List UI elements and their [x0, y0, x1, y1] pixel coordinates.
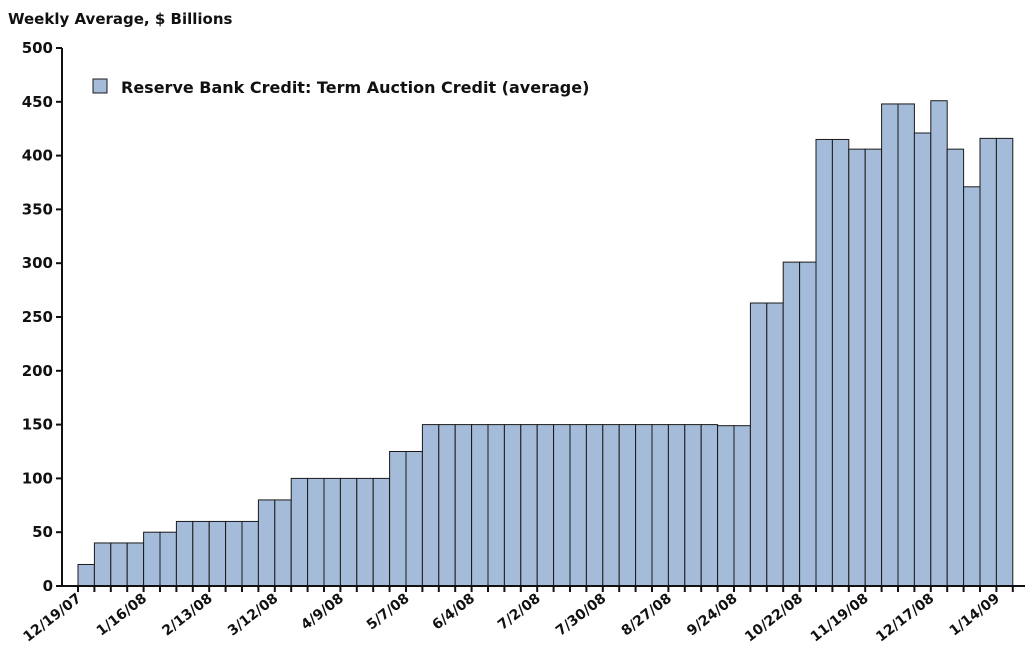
y-tick-label: 400	[22, 147, 53, 165]
legend-swatch	[92, 78, 108, 94]
bar	[585, 424, 604, 587]
x-tick-label: 7/2/08	[495, 591, 544, 634]
bar	[257, 499, 276, 587]
x-tick-label: 5/7/08	[364, 591, 413, 634]
bar	[864, 148, 883, 587]
bar	[831, 138, 850, 587]
y-tick-label: 50	[32, 523, 53, 541]
bar	[930, 100, 948, 587]
bar	[356, 477, 374, 587]
y-tick-label: 100	[22, 469, 53, 487]
bar	[651, 424, 669, 587]
bar	[766, 302, 784, 587]
bar	[684, 424, 702, 587]
bar	[175, 520, 194, 587]
bar	[208, 520, 227, 587]
bar	[979, 137, 997, 587]
bar	[717, 425, 735, 587]
y-tick-label: 500	[22, 39, 53, 57]
bar	[569, 424, 587, 587]
bar	[159, 531, 177, 587]
bar	[782, 261, 801, 587]
bar	[389, 451, 407, 587]
y-axis: 0 50 100 150 200 250 300 350 400 450 500	[22, 39, 63, 595]
y-tick-label: 200	[22, 362, 53, 380]
bar	[635, 424, 653, 587]
x-tick-label: 7/30/08	[553, 591, 609, 640]
bar	[339, 477, 358, 587]
bar	[421, 424, 440, 587]
bar	[897, 103, 915, 587]
bar	[749, 302, 768, 587]
x-axis: 12/19/07 1/16/08 2/13/08 3/12/08 4/9/08 5/7/0…	[20, 585, 1025, 646]
x-tick-label: 2/13/08	[159, 591, 215, 640]
x-tick-label: 4/9/08	[298, 591, 347, 634]
y-axis-title: Weekly Average, $ Billions	[8, 10, 232, 28]
bars	[77, 100, 1014, 587]
bar	[307, 477, 325, 587]
x-tick-label: 1/16/08	[94, 591, 150, 640]
bar	[438, 424, 456, 587]
bar	[323, 477, 341, 587]
y-tick-label: 450	[22, 93, 53, 111]
bar	[225, 520, 243, 587]
bar	[405, 451, 423, 587]
x-tick-label: 11/19/08	[808, 591, 872, 646]
y-tick-label: 250	[22, 308, 53, 326]
bar	[881, 103, 899, 587]
bar	[618, 424, 637, 587]
bar	[946, 148, 965, 587]
y-tick-label: 150	[22, 416, 53, 434]
bar	[667, 424, 686, 587]
bar	[700, 424, 719, 587]
bar	[602, 424, 620, 587]
x-tick-label: 1/14/09	[947, 591, 1003, 640]
bar	[733, 425, 751, 587]
y-tick-label: 350	[22, 200, 53, 218]
bar	[241, 520, 259, 587]
y-tick-label: 300	[22, 254, 53, 272]
x-tick-label: 6/4/08	[429, 591, 478, 634]
x-tick-label: 3/12/08	[225, 591, 281, 640]
bar	[487, 424, 505, 587]
bar	[274, 499, 292, 587]
legend: Reserve Bank Credit: Term Auction Credit…	[92, 78, 589, 97]
bar	[77, 563, 95, 587]
bar	[815, 138, 833, 587]
bar	[520, 424, 538, 587]
bar	[372, 477, 391, 587]
bar	[848, 148, 866, 587]
bar	[995, 137, 1014, 587]
x-tick-label: 12/17/08	[873, 591, 937, 646]
bar	[126, 542, 145, 587]
bar	[454, 424, 473, 587]
bar	[536, 424, 555, 587]
bar	[471, 424, 489, 587]
bar	[799, 261, 817, 587]
bar	[290, 477, 309, 587]
bar	[913, 132, 932, 587]
bar	[553, 424, 571, 587]
bar	[143, 531, 161, 587]
x-tick-label: 9/24/08	[684, 591, 740, 640]
x-tick-label: 12/19/07	[20, 591, 84, 646]
bar	[93, 542, 112, 587]
bar	[963, 186, 981, 587]
x-tick-label: 10/22/08	[742, 591, 806, 646]
bar	[110, 542, 128, 587]
x-tick-label: 8/27/08	[619, 591, 675, 640]
bar	[192, 520, 210, 587]
y-tick-label: 0	[43, 577, 53, 595]
bar	[503, 424, 522, 587]
legend-label: Reserve Bank Credit: Term Auction Credit…	[121, 78, 589, 97]
